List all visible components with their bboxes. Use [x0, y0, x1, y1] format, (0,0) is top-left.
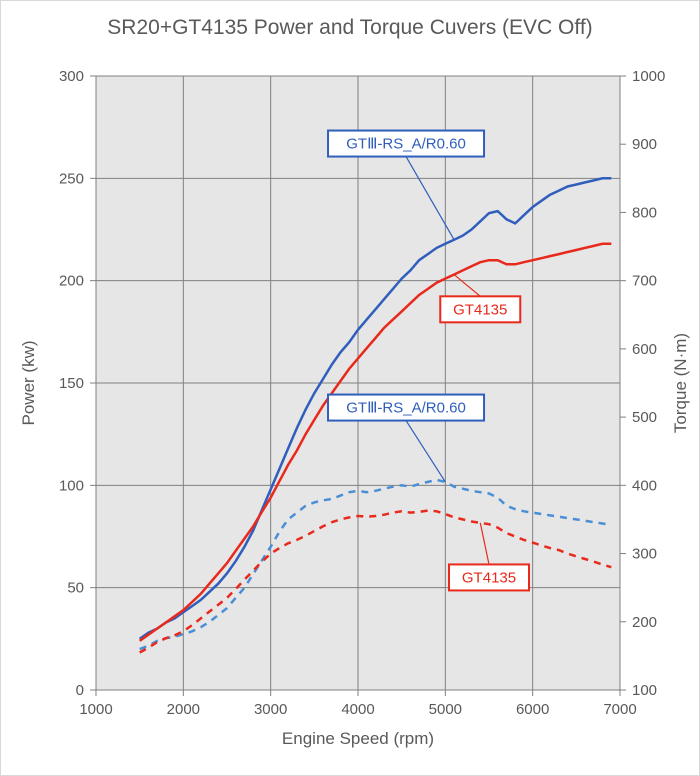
tick-label-x: 2000 — [167, 701, 200, 718]
tick-label-y-left: 200 — [59, 273, 84, 290]
tick-label-x: 3000 — [254, 701, 287, 718]
callout-text-torque_gt3: GTⅢ-RS_A/R0.60 — [346, 400, 466, 417]
callout-text-torque_gt4135: GT4135 — [462, 569, 516, 586]
chart-container: SR20+GT4135 Power and Torque Cuvers (EVC… — [0, 0, 700, 776]
chart-title: SR20+GT4135 Power and Torque Cuvers (EVC… — [107, 16, 592, 39]
tick-label-x: 1000 — [79, 701, 112, 718]
tick-label-x: 7000 — [603, 701, 636, 718]
callout-text-power_gt4135: GT4135 — [453, 301, 507, 318]
tick-label-y-right: 500 — [632, 409, 657, 426]
tick-label-y-left: 150 — [59, 375, 84, 392]
tick-label-x: 5000 — [429, 701, 462, 718]
tick-label-y-right: 600 — [632, 341, 657, 358]
tick-label-y-right: 200 — [632, 614, 657, 631]
tick-label-y-right: 1000 — [632, 68, 665, 85]
tick-label-y-right: 300 — [632, 546, 657, 563]
tick-label-y-left: 0 — [76, 682, 84, 699]
tick-label-y-left: 300 — [59, 68, 84, 85]
chart-svg: SR20+GT4135 Power and Torque Cuvers (EVC… — [0, 0, 700, 776]
tick-label-y-left: 50 — [67, 580, 84, 597]
tick-label-y-right: 400 — [632, 477, 657, 494]
tick-label-x: 4000 — [341, 701, 374, 718]
tick-label-y-right: 900 — [632, 136, 657, 153]
tick-label-y-right: 100 — [632, 682, 657, 699]
tick-label-y-right: 700 — [632, 273, 657, 290]
callout-text-power_gt3: GTⅢ-RS_A/R0.60 — [346, 136, 466, 153]
tick-label-x: 6000 — [516, 701, 549, 718]
tick-label-y-left: 100 — [59, 477, 84, 494]
tick-label-y-right: 800 — [632, 204, 657, 221]
x-axis-title: Engine Speed (rpm) — [282, 729, 434, 748]
y-right-axis-title: Torque (N·m) — [671, 333, 690, 433]
y-left-axis-title: Power (kw) — [19, 340, 38, 425]
tick-label-y-left: 250 — [59, 170, 84, 187]
